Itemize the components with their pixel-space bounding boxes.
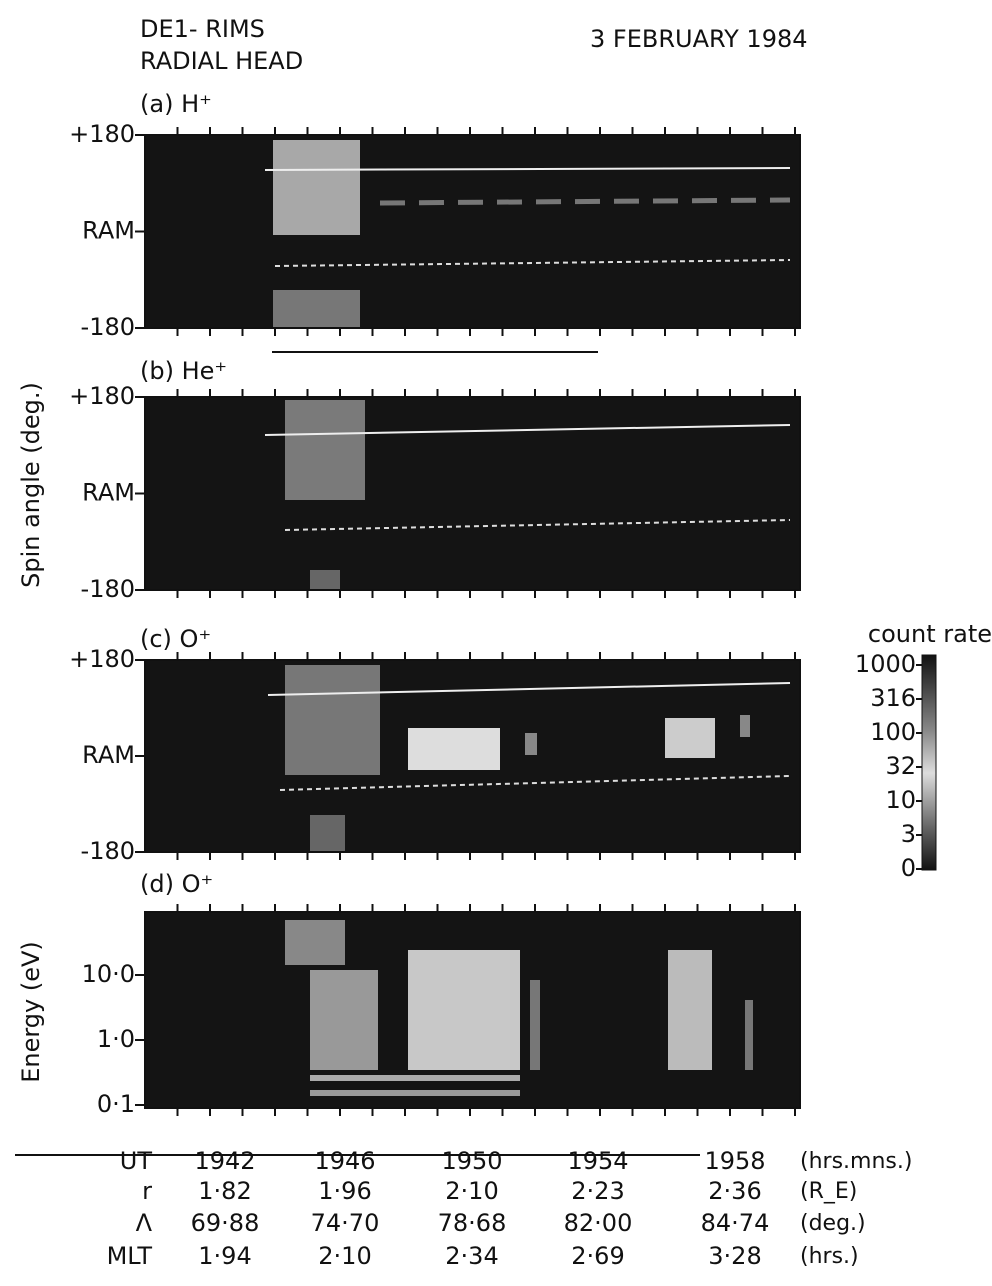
panel-d-image <box>145 912 800 1108</box>
date: 3 FEBRUARY 1984 <box>590 25 808 53</box>
colorbar-title: count rate <box>868 620 992 648</box>
colorbar-label: 316 <box>870 684 916 712</box>
panel-b-image <box>145 397 800 590</box>
table-cell: 2·36 <box>708 1177 761 1205</box>
table-cell: 2·10 <box>445 1177 498 1205</box>
y-tick-label: +180 <box>69 645 135 673</box>
table-cell: 1·94 <box>198 1242 251 1270</box>
table-cell: 2·34 <box>445 1242 498 1270</box>
table-cell: 1942 <box>194 1147 255 1175</box>
table-cell: 1·82 <box>198 1177 251 1205</box>
row-label: UT <box>120 1147 153 1175</box>
colorbar-label: 10 <box>885 786 916 814</box>
table-cell: 1·96 <box>318 1177 371 1205</box>
colorbar-label: 32 <box>885 752 916 780</box>
y-tick-label: -180 <box>81 313 135 341</box>
y-tick-label: -180 <box>81 575 135 603</box>
colorbar-label: 1000 <box>855 650 916 678</box>
table-cell: 74·70 <box>311 1209 380 1237</box>
y-tick-label: 0·1 <box>97 1090 135 1118</box>
table-cell: 1950 <box>441 1147 502 1175</box>
table-cell: 82·00 <box>564 1209 633 1237</box>
table-cell: 1946 <box>314 1147 375 1175</box>
y-tick-label: +180 <box>69 382 135 410</box>
table-cell: 2·10 <box>318 1242 371 1270</box>
table-cell: 84·74 <box>701 1209 770 1237</box>
row-unit: (hrs.) <box>800 1244 859 1269</box>
colorbar-label: 0 <box>901 854 916 882</box>
panel-frame <box>144 911 801 1109</box>
y-tick-label: RAM <box>82 479 135 507</box>
panel-label: (b) He⁺ <box>140 357 227 385</box>
panel-label: (a) H⁺ <box>140 90 212 118</box>
table-cell: 78·68 <box>438 1209 507 1237</box>
y-tick-label: +180 <box>69 120 135 148</box>
colorbar-label: 100 <box>870 718 916 746</box>
row-unit: (R_E) <box>800 1179 857 1204</box>
row-label: Λ <box>136 1209 153 1237</box>
row-label: MLT <box>107 1242 153 1270</box>
panel-c-image <box>145 660 800 852</box>
table-cell: 1958 <box>704 1147 765 1175</box>
panel-a-image <box>145 135 800 328</box>
y-tick-label: -180 <box>81 837 135 865</box>
y-tick-label: RAM <box>82 741 135 769</box>
instrument: DE1- RIMS <box>140 15 265 43</box>
colorbar-label: 3 <box>901 820 916 848</box>
spin-axis-label: Spin angle (deg.) <box>17 382 45 588</box>
energy-axis-label: Energy (eV) <box>17 941 45 1083</box>
row-unit: (hrs.mns.) <box>800 1149 912 1174</box>
table-cell: 2·69 <box>571 1242 624 1270</box>
colorbar <box>921 654 937 871</box>
y-tick-label: 1·0 <box>97 1025 135 1053</box>
y-tick-label: 10·0 <box>82 960 135 988</box>
table-cell: 1954 <box>567 1147 628 1175</box>
table-cell: 69·88 <box>191 1209 260 1237</box>
table-cell: 3·28 <box>708 1242 761 1270</box>
head: RADIAL HEAD <box>140 47 303 75</box>
row-unit: (deg.) <box>800 1211 866 1236</box>
panel-label: (c) O⁺ <box>140 625 211 653</box>
y-tick-label: RAM <box>82 217 135 245</box>
table-cell: 2·23 <box>571 1177 624 1205</box>
row-label: r <box>142 1177 152 1205</box>
panel-label: (d) O⁺ <box>140 870 213 898</box>
